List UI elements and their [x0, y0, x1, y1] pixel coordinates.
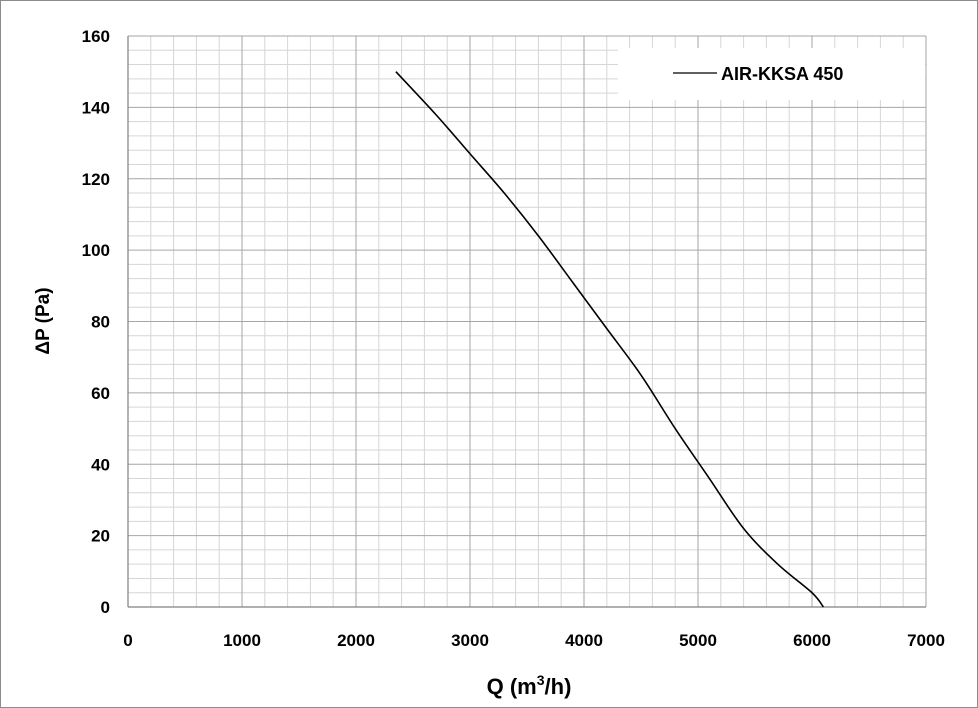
legend-box — [618, 48, 925, 100]
y-tick-label: 140 — [82, 98, 110, 117]
y-tick-label: 120 — [82, 170, 110, 189]
y-tick-label: 80 — [91, 313, 110, 332]
y-axis-title: ΔP (Pa) — [33, 287, 54, 354]
major-gridlines — [128, 35, 927, 607]
x-tick-labels: 0 1000 2000 3000 4000 5000 6000 7000 — [123, 631, 945, 650]
legend-label: AIR-KKSA 450 — [721, 64, 843, 84]
y-tick-label: 0 — [101, 598, 110, 617]
x-axis-title: Q (m3/h) — [487, 672, 572, 699]
y-tick-label: 100 — [82, 241, 110, 260]
y-tick-labels: 0 20 40 60 80 100 120 140 160 — [82, 27, 110, 617]
y-tick-label: 40 — [91, 455, 110, 474]
legend: AIR-KKSA 450 — [618, 48, 925, 100]
y-tick-label: 160 — [82, 27, 110, 46]
y-tick-label: 60 — [91, 384, 110, 403]
x-tick-label: 4000 — [565, 631, 603, 650]
y-tick-label: 20 — [91, 527, 110, 546]
x-tick-label: 6000 — [793, 631, 831, 650]
x-tick-label: 3000 — [451, 631, 489, 650]
series-group — [395, 71, 825, 608]
x-tick-label: 0 — [123, 631, 132, 650]
series-line-air-kksa-450 — [395, 71, 825, 608]
x-tick-label: 7000 — [907, 631, 945, 650]
x-tick-label: 1000 — [223, 631, 261, 650]
x-tick-label: 2000 — [337, 631, 375, 650]
axes — [127, 36, 926, 608]
x-tick-label: 5000 — [679, 631, 717, 650]
